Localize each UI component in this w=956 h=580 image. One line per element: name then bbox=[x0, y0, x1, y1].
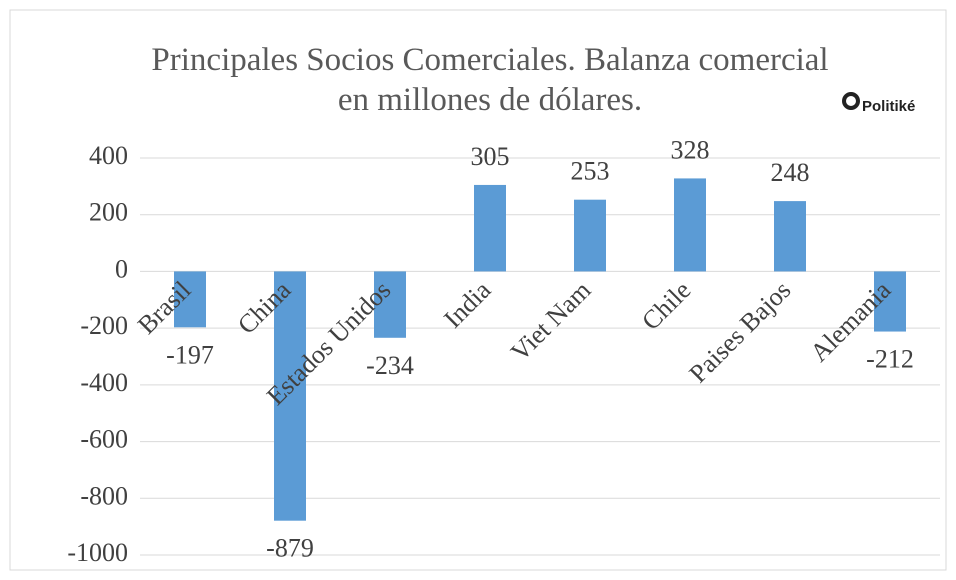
bar bbox=[474, 184, 506, 272]
bar bbox=[274, 271, 306, 521]
value-label: 305 bbox=[471, 142, 510, 171]
x-tick-label: Chile bbox=[636, 275, 696, 335]
bar bbox=[874, 271, 906, 332]
value-label: -197 bbox=[166, 340, 214, 369]
bar bbox=[774, 201, 806, 272]
y-tick-label: -600 bbox=[80, 425, 128, 454]
x-tick-label: Viet Nam bbox=[505, 275, 596, 366]
chart-border bbox=[9, 9, 947, 571]
logo-icon bbox=[842, 92, 860, 110]
y-tick-label: 400 bbox=[89, 141, 128, 170]
bar bbox=[574, 199, 606, 272]
value-label: 253 bbox=[571, 157, 610, 186]
value-label: 248 bbox=[771, 158, 810, 187]
value-label: 328 bbox=[671, 135, 710, 164]
y-tick-label: -400 bbox=[80, 368, 128, 397]
value-label: -234 bbox=[366, 351, 414, 380]
y-tick-label: 200 bbox=[89, 198, 128, 227]
y-tick-label: -1000 bbox=[67, 538, 128, 567]
bar bbox=[674, 178, 706, 272]
x-tick-label: India bbox=[438, 275, 497, 334]
bar bbox=[374, 271, 406, 338]
logo-text: Politiké bbox=[862, 98, 916, 115]
bar bbox=[174, 271, 206, 328]
value-label: -879 bbox=[266, 534, 314, 563]
y-tick-label: 0 bbox=[115, 254, 128, 283]
y-tick-label: -200 bbox=[80, 311, 128, 340]
logo: Politiké bbox=[840, 90, 940, 130]
chart-title: Principales Socios Comerciales. Balanza … bbox=[151, 42, 829, 118]
value-label: -212 bbox=[866, 345, 914, 374]
x-tick-label: Paises Bajos bbox=[684, 275, 797, 388]
y-tick-label: -800 bbox=[80, 481, 128, 510]
